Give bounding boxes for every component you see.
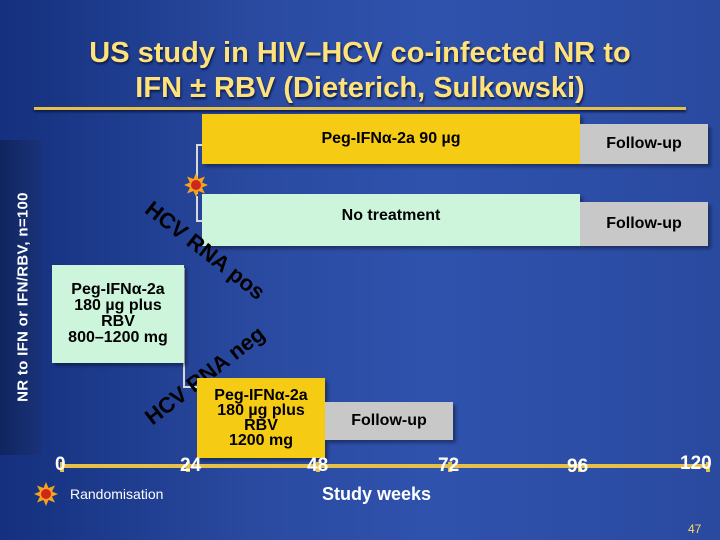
lower-arm-treatment-box: Peg-IFNα-2a 180 µg plus RBV 1200 mg [197, 378, 325, 458]
x-axis-label: Study weeks [322, 484, 432, 504]
y-label-band [0, 140, 42, 455]
lower-connector-horizontal [183, 386, 199, 388]
x-tick-24 [186, 462, 190, 472]
x-tick-96 [578, 462, 582, 472]
middle-arm-followup-box: Follow-up [580, 202, 708, 246]
lead-in-treatment-box: Peg-IFNα-2a 180 µg plus RBV 800–1200 mg [52, 265, 184, 363]
lead-in-line-1: Peg-IFNα-2a [71, 281, 165, 298]
lead-in-line-3: RBV [101, 313, 135, 330]
middle-connector-vertical [196, 196, 198, 220]
x-tick-72 [448, 462, 452, 472]
middle-arm-treatment-box: No treatment [202, 194, 580, 246]
upper-connector-vertical [196, 144, 198, 194]
lower-arm-followup-label: Follow-up [351, 412, 427, 429]
x-tick-label-120: 120 [680, 453, 712, 474]
upper-arm-followup-label: Follow-up [606, 135, 682, 152]
x-tick-120 [706, 462, 710, 472]
title-underline [34, 107, 686, 110]
x-axis-line [60, 464, 710, 468]
x-tick-48 [316, 462, 320, 472]
x-tick-label-48: 48 [307, 455, 329, 476]
lead-in-line-4: 800–1200 mg [68, 329, 168, 346]
lower-arm-line-1: Peg-IFNα-2a [214, 387, 308, 404]
x-tick-label-96: 96 [567, 456, 589, 477]
lower-arm-line-3: RBV [244, 417, 278, 434]
x-tick-0 [60, 462, 64, 472]
x-tick-label-24: 24 [180, 455, 202, 476]
upper-arm-treatment-box: Peg-IFNα-2a 90 µg [202, 114, 580, 164]
y-axis-label: NR to IFN or IFN/RBV, n=100 [14, 192, 32, 402]
lower-arm-followup-box: Follow-up [325, 402, 453, 440]
legend-randomisation-label: Randomisation [70, 486, 164, 502]
page-number: 47 [688, 522, 702, 536]
lower-connector-vertical [183, 268, 185, 388]
middle-arm-label: No treatment [341, 207, 441, 224]
legend-randomisation-icon [34, 482, 58, 506]
slide-title: US study in HIV–HCV co-infected NR to IF… [40, 36, 680, 106]
lower-arm-line-4: 1200 mg [228, 432, 294, 449]
upper-arm-label: Peg-IFNα-2a 90 µg [321, 130, 461, 147]
title-line-1: US study in HIV–HCV co-infected NR to [89, 37, 631, 69]
x-tick-label-72: 72 [438, 455, 460, 476]
lead-in-line-2: 180 µg plus [74, 297, 162, 314]
randomisation-marker-icon [184, 173, 208, 197]
title-line-2: IFN ± RBV (Dieterich, Sulkowski) [135, 72, 585, 104]
middle-arm-followup-label: Follow-up [606, 215, 682, 232]
upper-arm-followup-box: Follow-up [580, 124, 708, 164]
x-tick-label-0: 0 [55, 454, 66, 475]
lower-arm-line-2: 180 µg plus [217, 402, 305, 419]
